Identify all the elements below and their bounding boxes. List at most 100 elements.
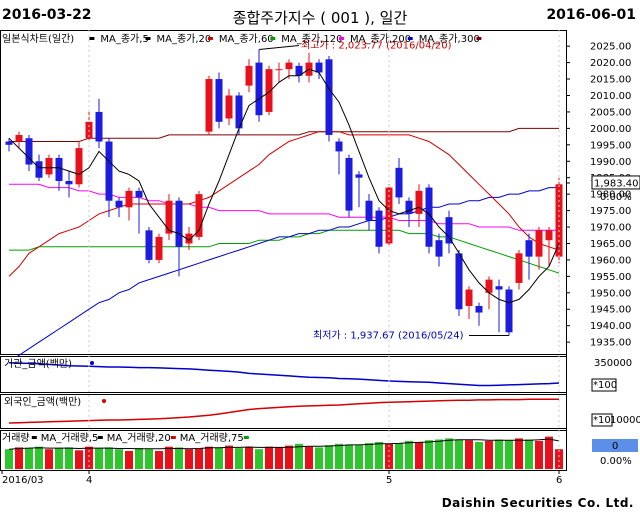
current-price-box [591,175,640,190]
candle-body [415,190,423,214]
candle-body [345,157,353,211]
candle-body [115,200,123,208]
candle-body [95,111,103,142]
price-legend: 일본식차트(일간) MA_종가,5 MA_종가,20 MA_종가,60 MA_종가,12… [2,33,482,45]
volume-bar [185,449,193,469]
y-tick-label: 1995.00 [590,140,631,151]
y-tick-label: 1940.00 [590,321,631,332]
candle-body [505,289,513,333]
volume-legend-item: MA_거래량,5 [41,432,99,444]
candle-body [25,138,33,165]
candle-body [5,141,13,145]
volume-bar [315,447,323,469]
chart-header: 2016-03-22 종합주가지수 ( 001 ), 일간 2016-06-01 [0,0,640,30]
volume-bar [305,446,313,469]
ma5-line [8,68,560,304]
inst-line [8,362,560,387]
y-tick-label: 1950.00 [590,288,631,299]
candle-body [325,59,333,135]
candle-body [365,200,373,221]
candle-body [155,236,163,260]
volume-bar [35,446,43,469]
volume-bar [215,447,223,469]
candle-body [455,253,463,310]
volume-bar [135,448,143,469]
volume-bar [95,448,103,469]
volume-bar [545,436,553,469]
volume-bar [465,440,473,469]
volume-bar [505,440,513,469]
candle-body [45,157,53,175]
candle-body [515,253,523,283]
y-tick-label: 1970.00 [590,223,631,234]
volume-legend-item: 거래량 [2,432,30,444]
candle-body [375,210,383,247]
x-tick-label: 5 [386,475,392,486]
volume-bar [445,438,453,469]
legend-swatch [476,37,482,40]
legend-swatch [145,37,151,40]
volume-ma5-line [8,438,560,450]
x-tick-label: 4 [86,475,92,486]
candle-body [105,141,113,201]
volume-bar [485,440,493,469]
legend-swatch [270,37,276,40]
inst-scale: *100 [593,380,617,391]
legend-swatch [339,37,344,40]
volume-bar [355,445,363,469]
ma60-line [9,229,560,274]
candle-body [285,62,293,70]
start-date: 2016-03-22 [2,7,92,23]
y-tick-label: 2005.00 [590,107,631,118]
candle-body [395,167,403,198]
y-tick-label: 1935.00 [590,338,631,349]
candle-body [295,65,303,76]
candle-body [225,95,233,119]
candle-body [315,62,323,73]
inst-bg [1,357,566,392]
y-tick-label: 1990.00 [590,157,631,168]
candle-body [485,279,493,293]
y-tick-label: 1980.00 [590,190,631,201]
foreign-tick-label: 10000 [610,415,640,426]
volume-bar [275,447,283,469]
volume-legend-swatch [31,436,37,439]
inst-tick-label: 350000 [594,358,632,369]
candle-body [35,161,43,178]
candle-body [535,230,543,257]
y-tick-label: 2020.00 [590,58,631,69]
y-tick-label: 2010.00 [590,91,631,102]
candle-body [65,180,73,185]
y-tick-label: 1965.00 [590,239,631,250]
candle-body [495,286,503,290]
volume-bar [405,440,413,469]
volume-value-box [592,439,638,452]
candle-body [175,200,183,247]
volume-bar [265,446,273,469]
volume-bar [165,446,173,469]
y-tick-label: 1945.00 [590,305,631,316]
volume-legend-swatch [243,436,249,439]
candle-body [185,233,193,244]
candle-body [465,289,473,306]
candle-body [425,187,433,247]
volume-bar [25,448,33,469]
volume-legend-item: MA_거래량,20 [107,432,171,444]
legend-item: MA_종가,60 [219,33,274,45]
candle-body [215,79,223,122]
volume-bar [205,446,213,469]
volume-bar [365,443,373,469]
volume-bar [555,449,563,469]
legend-swatch [89,37,95,40]
candle-body [75,148,83,185]
volume-legend-swatch [170,436,176,439]
volume-bar [345,444,353,469]
current-price: 1,983.40 [594,178,639,189]
ma120-line [9,183,559,231]
volume-bar [295,443,303,469]
volume-bar [155,451,163,469]
legend-item: MA_종가,200 [350,33,411,45]
volume-bar [55,448,63,469]
y-tick-label: 2015.00 [590,75,631,86]
volume-bar [325,445,333,469]
